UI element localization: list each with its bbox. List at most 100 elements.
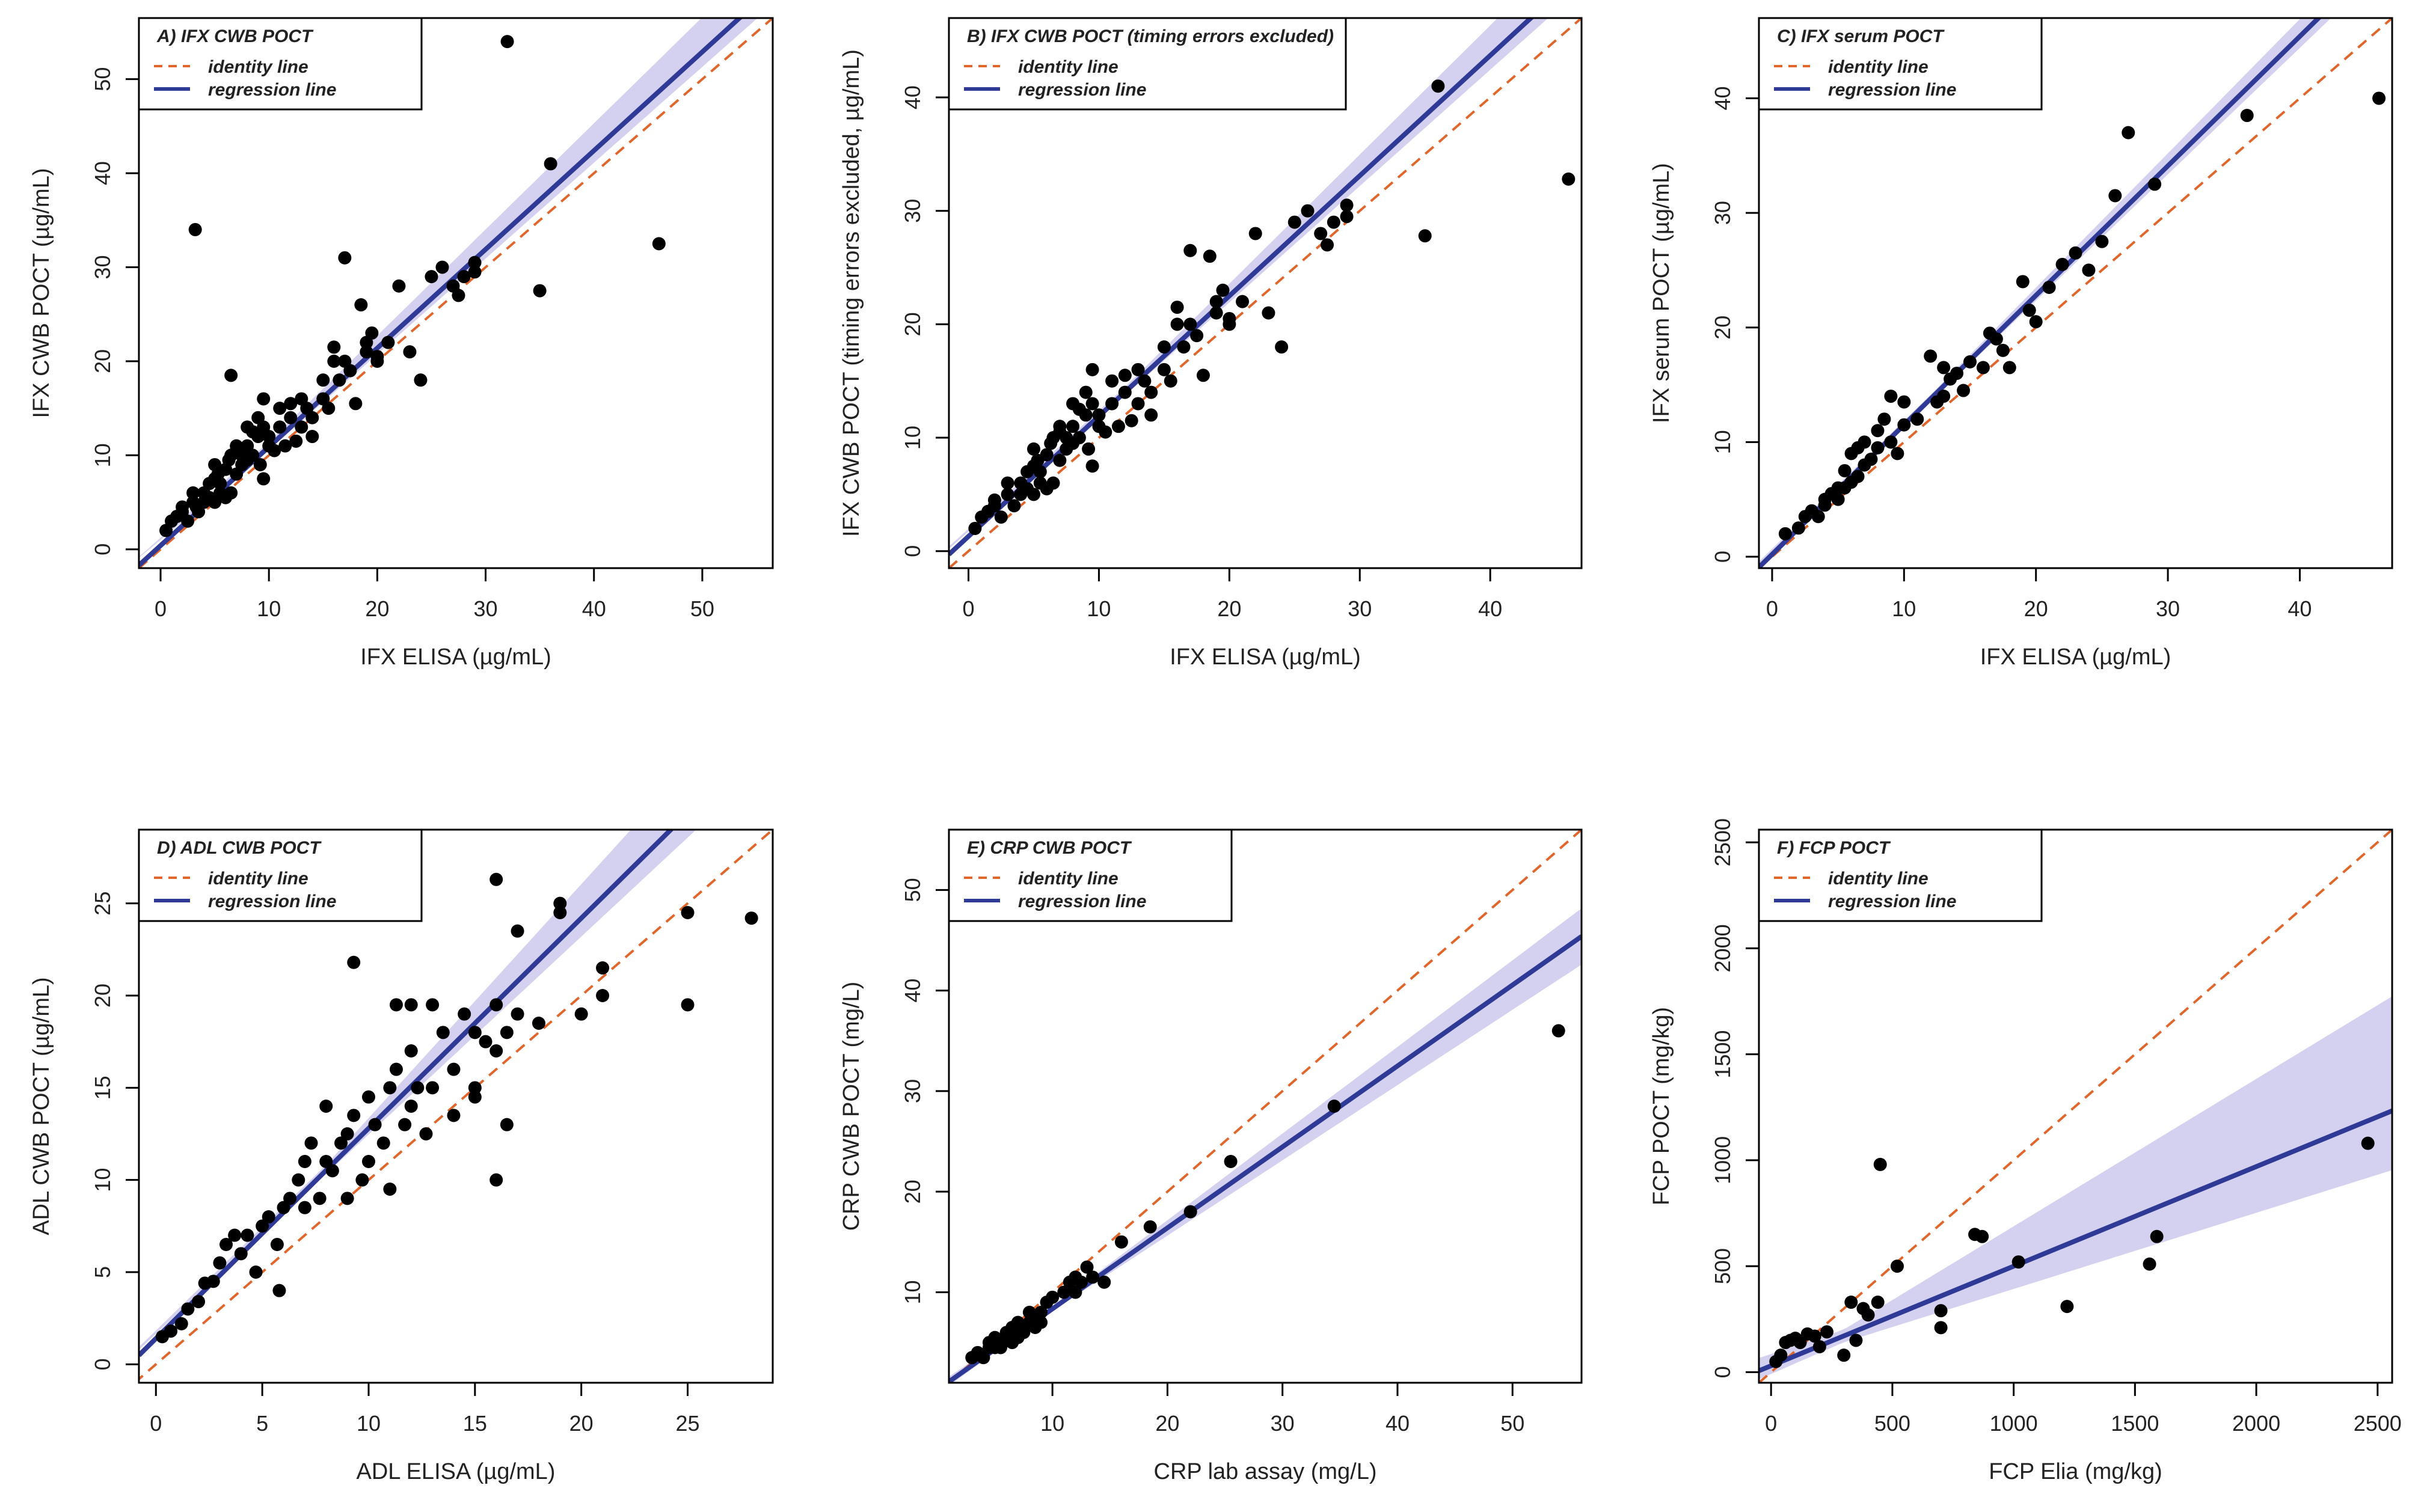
data-point [319,1155,333,1168]
data-point [426,998,440,1012]
y-tick-label: 20 [90,349,115,373]
data-point [479,1035,492,1048]
data-point [327,354,341,368]
y-tick-label: 0 [1710,551,1735,563]
data-point [1551,1024,1565,1038]
data-point [1144,385,1158,399]
data-point [1897,418,1911,432]
data-point [1937,390,1951,403]
data-point [468,265,482,279]
legend: C) IFX serum POCT identity line regression… [1758,17,2043,111]
data-point [1934,1304,1948,1318]
data-point [1026,488,1040,501]
data-point [596,989,610,1002]
legend-title: C) IFX serum POCT [1777,26,1945,46]
data-point [500,1026,514,1039]
legend-title: A) IFX CWB POCT [156,26,314,46]
x-tick-label: 40 [1478,596,1502,621]
data-point [376,1136,390,1150]
y-axis-label: ADL CWB POCT (µg/mL) [29,977,54,1235]
x-axis-label: ADL ELISA (µg/mL) [357,1459,556,1484]
data-point [262,430,276,444]
data-point [347,955,361,969]
data-point [361,1155,375,1168]
data-point [987,493,1001,507]
x-tick-label: 30 [2156,596,2180,621]
y-tick-label: 10 [900,1280,925,1304]
y-tick-label: 30 [900,1079,925,1103]
data-point [186,486,200,500]
data-point [414,373,428,387]
y-tick-label: 30 [900,199,925,223]
panel-a-ifx-cwb-poct: 0 10 20 30 40 50 0 10 20 30 40 50 IFX ELISA (µg/mL) I… [29,17,774,670]
data-point [1074,1275,1088,1289]
legend-identity-label: identity line [1828,57,1929,77]
data-point [500,1118,514,1131]
data-point [188,222,202,236]
data-point [468,256,482,269]
y-axis-label: IFX serum POCT (µg/mL) [1649,163,1674,423]
data-point [1851,470,1865,483]
identity-line [1759,18,2392,568]
legend-identity-label: identity line [1018,869,1118,889]
panel-d-adl-cwb-poct: 0 5 10 15 20 25 0 5 10 15 20 25 ADL ELISA (µg/mL) ADL… [29,828,774,1484]
data-point [1157,363,1171,376]
data-point [2011,1255,2025,1269]
data-point [383,1183,397,1196]
data-point [1157,340,1171,354]
y-tick-label: 0 [900,545,925,557]
legend-title: F) FCP POCT [1777,838,1891,858]
data-point [325,1164,339,1178]
data-point [1562,172,1576,186]
y-axis-label: IFX CWB POCT (timing errors excluded, µg… [839,49,864,537]
data-point [2055,257,2069,271]
data-point [256,1219,269,1233]
x-tick-label: 40 [582,596,606,621]
data-point [338,251,352,265]
data-point [511,924,524,938]
y-tick-label: 40 [900,979,925,1003]
data-point [1975,1229,1989,1243]
data-point [1861,1308,1875,1322]
data-point [1092,408,1106,422]
data-point [1223,311,1236,325]
x-tick-label: 10 [1087,596,1111,621]
data-point [403,345,417,359]
data-point [1105,397,1119,411]
data-point [1262,306,1275,320]
data-point [652,237,666,251]
data-point [1144,408,1158,422]
data-point [994,1341,1008,1354]
data-point [1864,452,1878,466]
data-point [1340,198,1354,212]
legend-regression-label: regression line [208,892,336,911]
x-axis-label: IFX ELISA (µg/mL) [1170,644,1361,670]
data-point [224,486,238,500]
data-point [213,477,227,491]
data-point [2060,1300,2074,1314]
data-point [1340,210,1354,224]
data-point [1183,243,1197,257]
x-tick-label: 0 [155,596,167,621]
data-point [349,397,363,411]
data-point [1812,1340,1826,1354]
identity-line [139,830,773,1381]
data-point [1248,227,1262,240]
data-point [1301,204,1315,218]
data-point [1873,1157,1887,1171]
data-point [553,906,567,919]
x-tick-label: 30 [1271,1411,1295,1436]
y-tick-label: 30 [90,255,115,279]
data-point [533,284,547,298]
y-tick-label: 0 [90,543,115,556]
y-tick-label: 20 [900,312,925,336]
data-point [1844,1296,1858,1309]
data-point [2022,304,2036,317]
y-tick-label: 20 [1710,316,1735,340]
y-tick-label: 1000 [1710,1136,1735,1184]
confidence-band [139,830,696,1350]
data-point [181,1302,195,1316]
data-point [292,1173,305,1187]
data-point [1080,1260,1094,1274]
data-point [277,1201,290,1214]
